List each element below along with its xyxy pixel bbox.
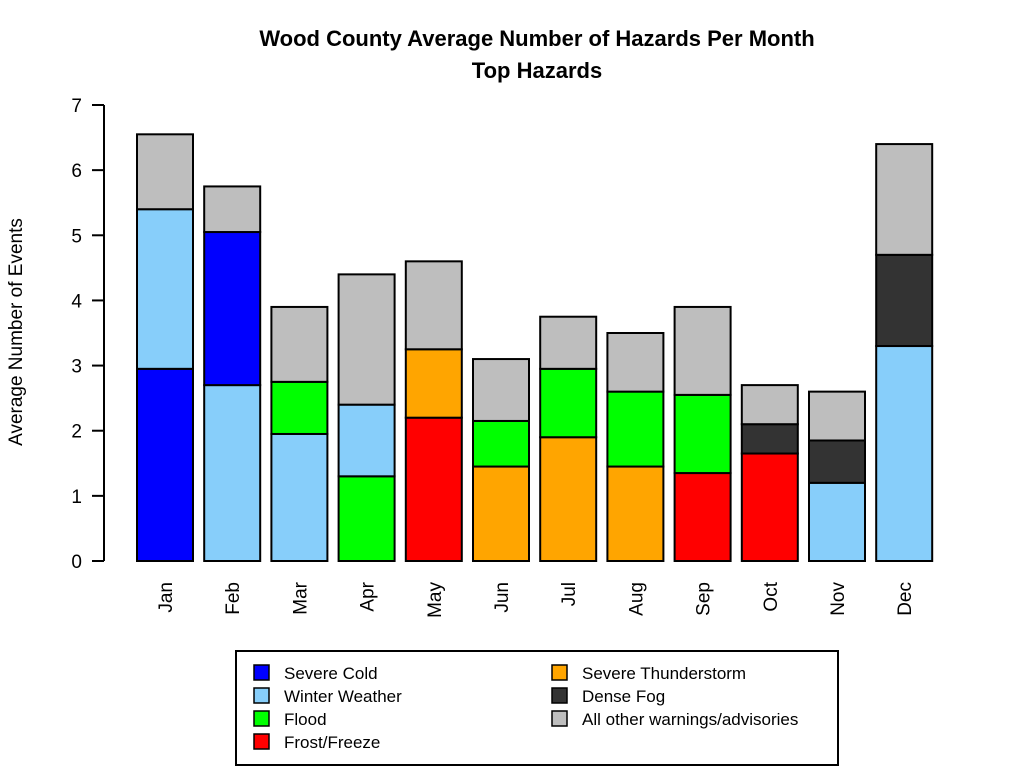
chart-subtitle: Top Hazards (472, 58, 602, 83)
bar-segment (472, 419, 530, 468)
legend-swatch (253, 664, 270, 681)
bar-segment (875, 253, 934, 348)
bar-segment (337, 273, 396, 406)
bar-segment (673, 393, 732, 475)
bar-segment (606, 332, 665, 393)
x-tick-label: Mar (290, 581, 311, 614)
x-tick-label: Oct (761, 581, 782, 611)
chart-title: Wood County Average Number of Hazards Pe… (259, 26, 814, 51)
x-tick-label: Jun (492, 582, 513, 613)
bars (136, 133, 934, 563)
legend-label: Frost/Freeze (284, 733, 380, 752)
legend-label: Severe Thunderstorm (582, 664, 746, 683)
bar-segment (808, 390, 866, 442)
bar-segment (808, 439, 866, 484)
x-tick-label: Dec (895, 582, 916, 616)
y-tick-label: 2 (71, 422, 82, 443)
bar-segment (136, 133, 194, 211)
legend-label: Winter Weather (284, 687, 402, 706)
legend: Severe Cold Winter Weather Flood Frost/Free… (235, 650, 839, 766)
y-tick-label: 1 (71, 487, 82, 508)
legend-swatch (551, 710, 568, 727)
legend-swatch (551, 664, 568, 681)
x-tick-label: Jul (559, 582, 580, 606)
x-axis-labels: Jan Feb Mar Apr May Jun Jul Aug Sep Oct Nov Dec (156, 581, 916, 618)
y-axis-label: Average Number of Events (6, 218, 27, 446)
bar-segment (472, 465, 530, 562)
bar-segment (270, 432, 329, 563)
bar-segment (270, 380, 329, 435)
legend-label: All other warnings/advisories (582, 710, 798, 729)
bar-segment (203, 231, 262, 387)
bar-segment (539, 367, 598, 439)
y-tick-label: 6 (71, 161, 82, 182)
legend-swatch (551, 687, 568, 704)
bar-segment (740, 452, 799, 562)
bar-segment (539, 315, 598, 370)
legend-label: Dense Fog (582, 687, 665, 706)
y-tick-label: 4 (71, 291, 82, 312)
bar-segment (740, 384, 799, 426)
legend-label: Flood (284, 710, 327, 729)
x-tick-label: Nov (828, 582, 849, 616)
x-tick-label: May (425, 582, 446, 618)
x-tick-label: Apr (358, 581, 379, 611)
legend-swatch (253, 733, 270, 750)
bar-segment (270, 305, 329, 383)
bar-segment (875, 143, 934, 256)
x-tick-label: Aug (626, 582, 647, 616)
x-tick-label: Sep (694, 582, 715, 616)
bar-segment (875, 345, 934, 562)
bar-segment (404, 348, 463, 419)
legend-box (235, 650, 839, 766)
y-tick-label: 3 (71, 357, 82, 378)
x-tick-label: Jan (156, 582, 177, 613)
bar-segment (136, 208, 194, 370)
bar-segment (337, 475, 396, 563)
bar-segment (808, 481, 866, 563)
bar-segment (136, 367, 194, 563)
bar-segment (539, 436, 598, 563)
x-tick-label: Feb (223, 582, 244, 615)
bar-segment (472, 358, 530, 422)
bar-segment (404, 260, 463, 351)
y-tick-label: 7 (71, 96, 82, 117)
bar-segment (606, 465, 665, 562)
y-tick-label: 5 (71, 226, 82, 247)
bar-segment (203, 384, 262, 562)
bar-segment (606, 390, 665, 468)
bar-segment (673, 305, 732, 396)
y-axis: 0 1 2 3 4 5 6 7 (71, 96, 105, 573)
bar-segment (203, 185, 262, 234)
legend-swatch (253, 710, 270, 727)
legend-swatch (253, 687, 270, 704)
bar-segment (337, 403, 396, 478)
bar-segment (404, 416, 463, 562)
bar-segment (740, 423, 799, 455)
y-tick-label: 0 (71, 552, 82, 573)
legend-label: Severe Cold (284, 664, 378, 683)
bar-segment (673, 472, 732, 562)
